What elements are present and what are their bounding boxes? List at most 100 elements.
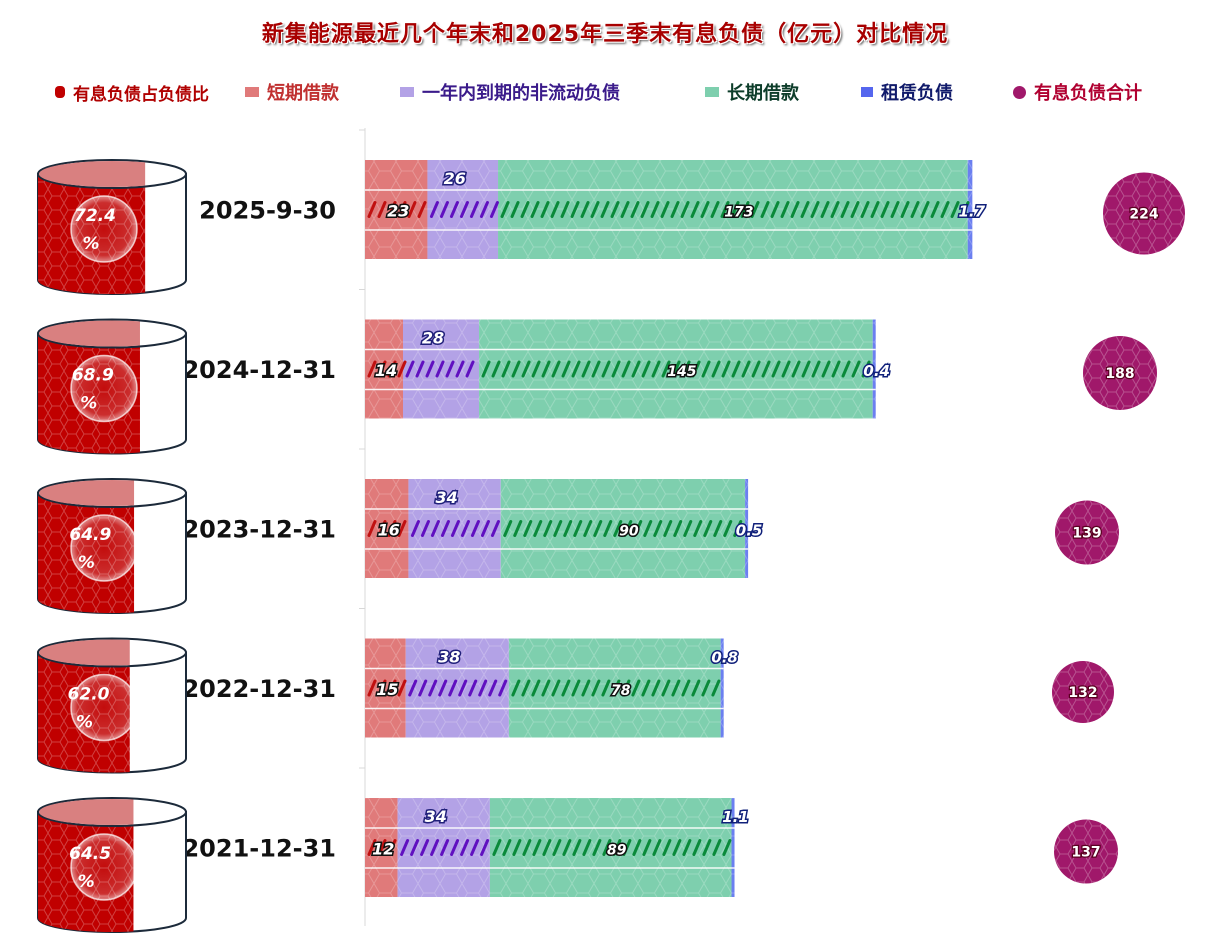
bar-dash-decoration [377, 520, 387, 537]
bar-dash-decoration [445, 360, 455, 378]
bar-dash-decoration [841, 360, 851, 378]
bar-dash-decoration [540, 201, 550, 218]
total-value-label: 137 [1071, 845, 1100, 861]
bar-dash-decoration [781, 360, 791, 378]
value-label-long-loans: 78 [611, 683, 631, 699]
legend-label-current-noncurrent: 一年内到期的非流动负债 [422, 83, 620, 104]
ratio-value-label: 64.9 [69, 525, 111, 545]
bar-dash-decoration [620, 201, 630, 218]
ratio-cylinder-2: 64.9% [37, 478, 187, 614]
legend-item-ratio[interactable]: 有息负债占负债比 [55, 78, 209, 106]
value-label-short-loans: 15 [376, 680, 398, 699]
bar-dash-decoration [831, 360, 841, 378]
bar-dash-decoration [448, 679, 458, 697]
value-label-long-loans: 90 [619, 524, 639, 540]
bar-dash-decoration [821, 360, 831, 378]
bar-dash-decoration [530, 201, 540, 218]
bar-dash-decoration [690, 201, 700, 218]
bar-dash-decoration [377, 839, 387, 856]
bar-dash-decoration [810, 201, 820, 218]
ratio-value-label: 64.5 [69, 844, 111, 864]
bar-dash-decoration [387, 360, 397, 378]
bar-dash-decoration [741, 360, 751, 378]
bar-dash-decoration [541, 679, 551, 697]
legend-label-lease: 租赁负债 [881, 83, 953, 104]
bar-dash-decoration [417, 201, 427, 218]
bar-dash-decoration [650, 201, 660, 218]
bar-dash-decoration [691, 679, 701, 697]
bar-dash-decoration [721, 360, 731, 378]
ratio-cylinder-4: 64.5% [37, 797, 187, 933]
bar-dash-decoration [551, 360, 561, 378]
bar-dash-decoration [801, 360, 811, 378]
bar-dash-decoration [438, 679, 448, 697]
legend-label-short-loans: 短期借款 [267, 83, 339, 104]
legend-item-lease[interactable]: 租赁负债 [861, 78, 953, 106]
bar-dash-decoration [367, 360, 377, 378]
bar-dash-decoration [562, 839, 572, 856]
bar-dash-decoration [458, 679, 468, 697]
bar-dash-decoration [720, 201, 730, 218]
bar-segment-texture [872, 319, 876, 419]
bar-dash-decoration [701, 360, 711, 378]
bar-dash-decoration [672, 839, 682, 856]
total-bubble-2: 139 [1055, 500, 1119, 565]
bar-dash-decoration [570, 201, 580, 218]
ratio-unit-label: % [78, 872, 95, 892]
bar-dash-decoration [780, 201, 790, 218]
bar-dash-decoration [511, 360, 521, 378]
bar-dash-decoration [710, 201, 720, 218]
bar-dash-decoration [521, 360, 531, 378]
bar-dash-decoration [541, 360, 551, 378]
bar-dash-decoration [661, 360, 671, 378]
bar-dash-decoration [591, 679, 601, 697]
ratio-unit-label: % [76, 713, 93, 733]
total-bubble-texture [1054, 819, 1118, 884]
bar-dash-decoration [681, 679, 691, 697]
bar-dash-decoration [641, 360, 651, 378]
bar-dash-decoration [740, 201, 750, 218]
bar-dash-decoration [531, 679, 541, 697]
ratio-unit-label: % [82, 234, 99, 254]
bar-dash-decoration [601, 679, 611, 697]
bar-dash-decoration [890, 201, 900, 218]
legend-item-total[interactable]: 有息负债合计 [1013, 78, 1142, 106]
bar-dash-decoration [671, 360, 681, 378]
total-bubble-3: 132 [1052, 661, 1114, 723]
bar-dash-decoration [613, 520, 623, 537]
legend-swatch-total [1013, 85, 1026, 99]
bar-dash-decoration [651, 679, 661, 697]
bar-dash-decoration [553, 520, 563, 537]
legend-item-current-noncurrent[interactable]: 一年内到期的非流动负债 [400, 78, 620, 106]
bar-dash-decoration [960, 201, 970, 218]
bar-dash-decoration [950, 201, 960, 218]
bar-dash-decoration [501, 360, 511, 378]
bar-dash-decoration [840, 201, 850, 218]
legend-item-short-loans[interactable]: 短期借款 [245, 78, 339, 106]
bar-dash-decoration [820, 201, 830, 218]
bar-dash-decoration [791, 360, 801, 378]
bar-dash-decoration [440, 520, 450, 537]
bar-dash-decoration [621, 679, 631, 697]
bar-dash-decoration [531, 360, 541, 378]
bar-dash-decoration [377, 360, 387, 378]
bar-dash-decoration [479, 201, 489, 218]
bar-dash-decoration [532, 839, 542, 856]
bar-dash-decoration [621, 360, 631, 378]
total-bubble-texture [1103, 172, 1185, 255]
bar-dash-decoration [387, 679, 397, 697]
bar-dash-decoration [811, 360, 821, 378]
bar-dash-decoration [703, 520, 713, 537]
bar-dash-decoration [722, 839, 732, 856]
bar-dash-decoration [560, 201, 570, 218]
bar-dash-decoration [572, 839, 582, 856]
total-bubble-1: 188 [1083, 336, 1157, 410]
bar-dash-decoration [552, 839, 562, 856]
legend-item-long-loans[interactable]: 长期借款 [705, 78, 799, 106]
bar-dash-decoration [851, 360, 861, 378]
ratio-glare [70, 354, 138, 423]
bar-dash-decoration [490, 520, 500, 537]
bar-dash-decoration [498, 679, 508, 697]
bar-dash-decoration [590, 201, 600, 218]
value-label-lease: 0.4 [863, 362, 890, 380]
